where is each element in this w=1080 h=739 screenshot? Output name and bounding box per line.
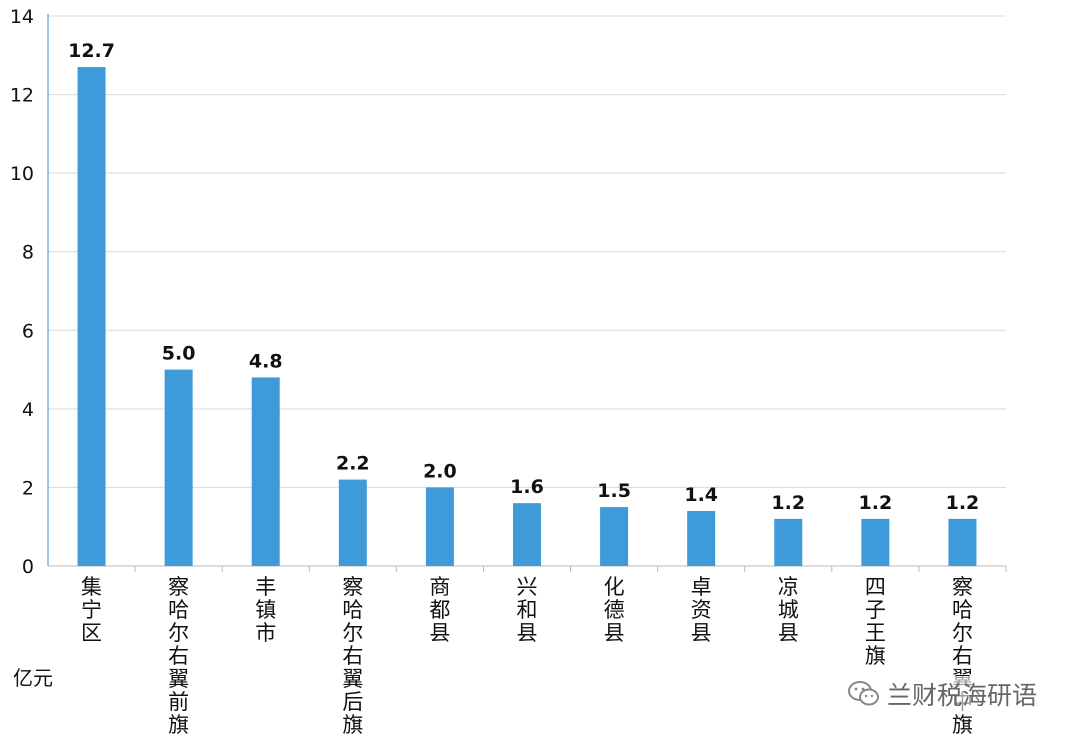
y-tick-label: 6 (22, 320, 34, 342)
data-label: 1.6 (510, 476, 544, 498)
wechat-icon (848, 681, 879, 706)
bar (338, 479, 367, 566)
y-tick-label: 14 (10, 6, 34, 28)
category-label-char: 县 (429, 621, 450, 645)
bar (164, 369, 193, 566)
category-label-char: 旗 (342, 713, 363, 737)
category-label-char: 尔 (952, 621, 973, 645)
category-label-char: 商 (429, 575, 450, 599)
category-label-char: 尔 (168, 621, 189, 645)
bar (861, 518, 890, 566)
data-labels: 12.7 5.0 4.8 2.2 2.0 1.6 1.5 1.4 1.2 1.2 1.2 (68, 40, 979, 514)
bar (425, 487, 454, 566)
data-label: 1.2 (771, 492, 805, 514)
category-label-char: 后 (342, 690, 363, 714)
bar (77, 67, 106, 567)
category-label-char: 哈 (952, 598, 973, 622)
bar (687, 511, 716, 566)
category-label-char: 县 (691, 621, 712, 645)
category-label-char: 集 (81, 575, 102, 599)
y-tick-label: 0 (22, 556, 34, 578)
data-label: 1.2 (946, 492, 980, 514)
category-label-char: 丰 (255, 575, 276, 599)
category-label-char: 和 (517, 598, 538, 622)
data-label: 1.2 (859, 492, 893, 514)
y-tick-labels: 0 2 4 6 8 10 12 14 (10, 6, 34, 578)
category-label-char: 右 (342, 644, 363, 668)
category-label-char: 四 (865, 575, 886, 599)
bar (600, 507, 629, 566)
data-label: 4.8 (249, 350, 283, 372)
category-label-char: 区 (81, 621, 102, 645)
category-label-char: 县 (604, 621, 625, 645)
category-label-char: 县 (517, 621, 538, 645)
category-label-char: 凉 (778, 575, 799, 599)
bar (948, 518, 977, 566)
category-label-char: 翼 (168, 667, 189, 691)
data-label: 1.5 (597, 480, 631, 502)
data-label: 2.0 (423, 460, 457, 482)
y-axis-unit-label: 亿元 (13, 666, 53, 690)
y-tick-label: 2 (22, 477, 34, 499)
category-label-char: 旗 (952, 713, 973, 737)
category-label-char: 宁 (81, 598, 102, 622)
category-label-char: 旗 (865, 644, 886, 668)
bars (77, 67, 1007, 572)
category-label-char: 王 (865, 621, 886, 645)
category-label-char: 翼 (342, 667, 363, 691)
category-label-char: 德 (604, 598, 625, 622)
bar (251, 377, 280, 566)
category-label-char: 哈 (168, 598, 189, 622)
category-label-char: 察 (168, 575, 189, 599)
category-label-char: 右 (952, 644, 973, 668)
category-label-char: 察 (342, 575, 363, 599)
y-tick-label: 4 (22, 399, 34, 421)
category-label-char: 资 (691, 598, 712, 622)
category-label-char: 市 (255, 621, 276, 645)
category-label-char: 前 (168, 690, 189, 714)
category-label-char: 兴 (517, 575, 538, 599)
category-label-char: 尔 (342, 621, 363, 645)
category-label-char: 化 (604, 575, 625, 599)
data-label: 12.7 (68, 40, 115, 62)
category-label-char: 右 (168, 644, 189, 668)
category-label-char: 旗 (168, 713, 189, 737)
category-labels: 集宁区察哈尔右翼前旗丰镇市察哈尔右翼后旗商都县兴和县化德县卓资县凉城县四子王旗察… (81, 575, 973, 737)
watermark: 兰财税海研语 (843, 676, 1042, 712)
bar (774, 518, 803, 566)
category-label-char: 卓 (691, 575, 712, 599)
category-label-char: 县 (778, 621, 799, 645)
category-label-char: 镇 (255, 598, 276, 622)
category-label-char: 察 (952, 575, 973, 599)
watermark-text: 兰财税海研语 (887, 681, 1038, 710)
category-label-char: 都 (429, 598, 450, 622)
category-label-char: 城 (778, 598, 799, 622)
data-label: 1.4 (684, 484, 718, 506)
data-label: 2.2 (336, 453, 370, 475)
category-label-char: 哈 (342, 598, 363, 622)
gridlines (48, 15, 1006, 488)
data-label: 5.0 (162, 343, 196, 365)
category-label-char: 子 (865, 598, 886, 622)
y-tick-label: 12 (10, 85, 34, 107)
y-tick-label: 10 (10, 163, 34, 185)
y-tick-label: 8 (22, 242, 34, 264)
bar (513, 503, 541, 566)
